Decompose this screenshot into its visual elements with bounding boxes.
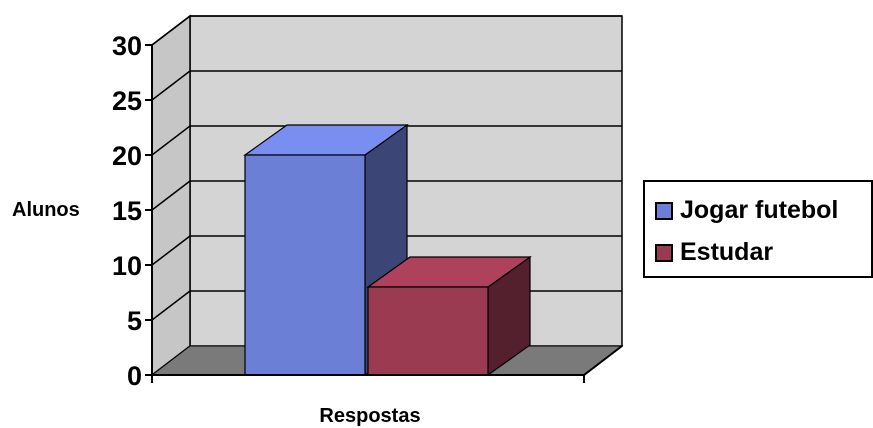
bar-front-1 [244,154,366,376]
gridline-side [151,180,191,211]
y-tick-label: 30 [112,31,142,61]
y-axis-title: Alunos [12,199,80,221]
y-tick-label: 10 [112,251,142,281]
gridline-side [151,290,191,321]
legend-swatch-series-2 [655,243,673,262]
legend: Jogar futebol Estudar [643,180,873,278]
bars [243,123,532,377]
legend-label-series-1: Jogar futebol [680,196,839,224]
gridline-side [151,15,191,46]
x-axis-title: Respostas [319,405,420,427]
gridline-side [151,235,191,266]
bar-2 [366,255,532,377]
y-tick-label: 25 [112,86,142,116]
axes [145,44,623,383]
bar-front-2 [367,286,489,376]
gridline-side [151,125,191,156]
y-tick-label: 15 [112,196,142,226]
gridline-side [151,70,191,101]
legend-label-series-2: Estudar [680,238,774,266]
legend-item-series-2: Estudar [655,238,773,267]
y-tick-labels: 0 5 10 15 20 25 30 [112,31,142,391]
legend-item-series-1: Jogar futebol [655,196,838,225]
y-tick-label: 0 [127,361,142,391]
y-tick-label: 5 [127,306,142,336]
y-tick-label: 20 [112,141,142,171]
legend-swatch-series-1 [655,201,673,220]
